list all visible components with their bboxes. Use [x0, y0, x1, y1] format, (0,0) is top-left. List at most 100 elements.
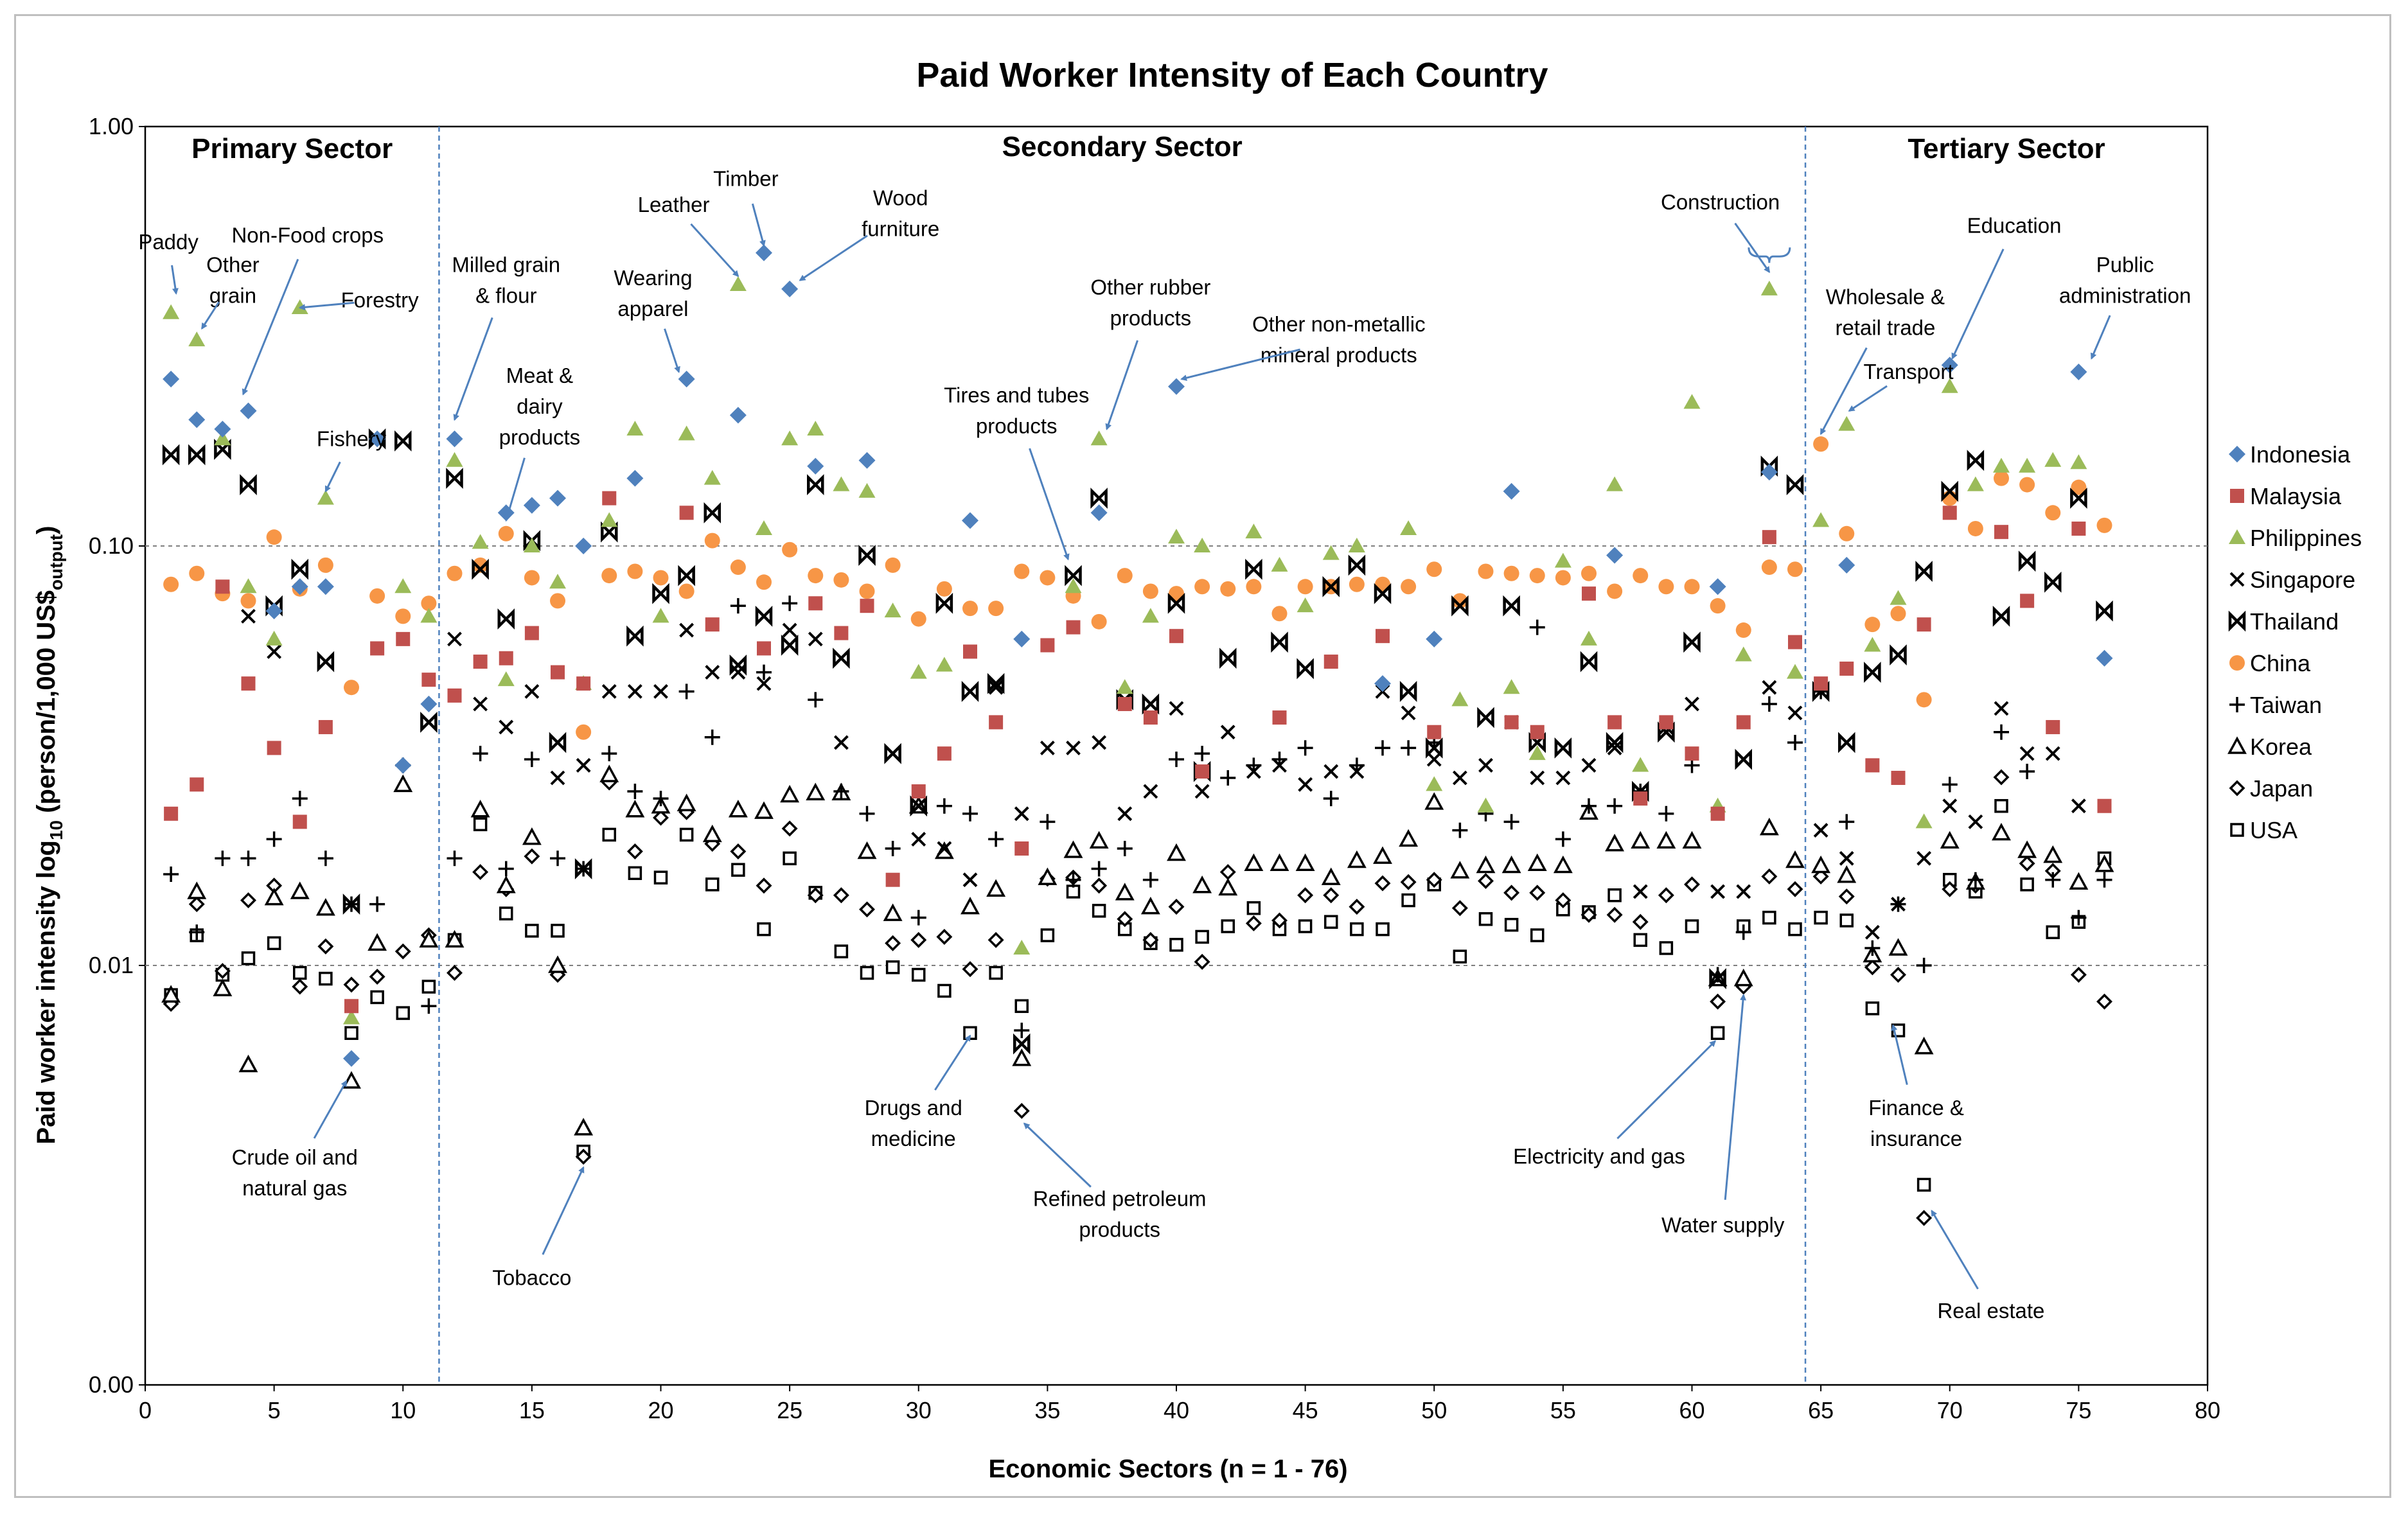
data-point-korea: [1115, 883, 1135, 901]
legend-label-indonesia: Indonesia: [2250, 441, 2351, 468]
data-point-singapore: [1942, 798, 1958, 814]
data-point-taiwan: [447, 850, 463, 867]
data-point-taiwan: [730, 598, 746, 614]
legend-label-malaysia: Malaysia: [2250, 483, 2342, 509]
annotation: Other grain: [201, 252, 260, 330]
data-point-taiwan: [833, 784, 849, 800]
data-point-philippines: [1993, 457, 2010, 473]
data-point-japan: [936, 928, 953, 945]
data-point-indonesia: [1606, 547, 1624, 564]
data-point-japan: [910, 931, 927, 948]
data-point-korea: [2094, 854, 2114, 872]
x-tick-label: 40: [1164, 1397, 1189, 1423]
data-point-philippines: [1503, 679, 1520, 694]
data-point-singapore: [833, 735, 849, 750]
data-point-thailand: [858, 545, 876, 566]
data-point-thailand: [1967, 450, 1985, 471]
data-point-korea: [187, 881, 207, 899]
data-point-thailand: [1245, 558, 1262, 580]
data-point-philippines: [1812, 512, 1830, 527]
data-point-taiwan: [1297, 740, 1313, 756]
data-point-china: [1555, 570, 1571, 586]
data-point-japan: [1219, 864, 1236, 881]
data-point-japan: [1864, 959, 1881, 976]
data-point-malaysia: [241, 676, 256, 691]
series-japan: [163, 769, 2112, 1226]
data-point-singapore: [473, 696, 488, 712]
data-point-taiwan: [1529, 619, 1545, 635]
data-point-philippines: [652, 608, 669, 623]
annotation-text: Other rubber: [1090, 275, 1210, 299]
data-point-korea: [625, 800, 645, 818]
data-point-korea: [1063, 840, 1083, 858]
data-point-thailand: [1735, 748, 1752, 770]
annotation-text: Timber: [713, 167, 778, 191]
data-point-philippines: [497, 671, 515, 687]
legend-marker-china: [2229, 655, 2245, 671]
data-point-korea: [2017, 840, 2037, 858]
annotation-arrow: [1616, 1040, 1717, 1140]
data-point-singapore: [1117, 806, 1133, 822]
annotation-text: Tobacco: [492, 1265, 571, 1289]
data-point-singapore: [1762, 680, 1777, 695]
data-point-malaysia: [1710, 806, 1725, 821]
data-point-thailand: [1374, 583, 1392, 604]
annotation-text: Public: [2096, 252, 2154, 276]
data-point-usa: [1066, 885, 1081, 899]
data-point-taiwan: [1916, 958, 1932, 973]
data-point-japan: [833, 887, 849, 904]
data-point-korea: [1192, 876, 1212, 893]
section-title: Primary Sector: [191, 133, 393, 164]
data-point-indonesia: [291, 578, 308, 595]
data-point-singapore: [730, 665, 746, 680]
data-point-japan: [885, 935, 901, 951]
annotation-arrow: [171, 265, 179, 295]
data-point-thailand: [961, 681, 979, 702]
data-point-korea: [264, 887, 284, 906]
data-point-taiwan: [2045, 872, 2061, 888]
data-point-china: [756, 574, 772, 590]
data-point-china: [988, 601, 1004, 617]
data-point-taiwan: [1607, 798, 1623, 814]
data-point-philippines: [807, 420, 824, 436]
data-point-taiwan: [1994, 724, 2009, 740]
y-label-end: ): [32, 526, 60, 534]
x-tick-label: 0: [139, 1397, 152, 1423]
data-point-philippines: [1941, 378, 1958, 393]
data-point-usa: [679, 827, 694, 842]
data-point-usa: [396, 1006, 410, 1020]
data-point-thailand: [807, 474, 824, 496]
legend-label-usa: USA: [2250, 817, 2297, 843]
data-point-usa: [1376, 922, 1390, 937]
data-point-taiwan: [240, 850, 256, 867]
data-point-korea: [1295, 853, 1315, 872]
data-point-korea: [1940, 831, 1960, 849]
data-point-usa: [653, 870, 668, 885]
data-point-china: [1658, 579, 1674, 595]
data-point-philippines: [1580, 630, 1597, 646]
legend-marker-japan: [2229, 780, 2245, 797]
data-point-korea: [393, 774, 413, 793]
data-point-thailand: [2018, 550, 2036, 572]
data-point-singapore: [1220, 725, 1235, 740]
legend-item-korea: Korea: [2227, 734, 2312, 760]
data-point-singapore: [1917, 850, 1932, 866]
data-point-thailand: [1451, 595, 1469, 617]
data-point-thailand: [704, 502, 721, 524]
data-point-thailand: [1864, 662, 1881, 683]
data-point-thailand: [626, 625, 644, 647]
annotation-arrow: [1891, 1024, 1908, 1086]
data-point-china: [1864, 617, 1881, 633]
data-point-taiwan: [1735, 924, 1751, 940]
data-point-malaysia: [705, 617, 720, 632]
data-point-japan: [1478, 873, 1494, 889]
data-point-singapore: [1813, 823, 1828, 838]
data-point-china: [1916, 692, 1932, 708]
data-point-japan: [1529, 885, 1546, 901]
y-axis-label: Paid worker intensity log10 (person/1,00…: [32, 526, 66, 1145]
data-point-indonesia: [1090, 504, 1108, 522]
data-point-usa: [1607, 888, 1622, 902]
data-point-korea: [1450, 861, 1470, 879]
data-point-malaysia: [1865, 758, 1880, 773]
data-point-usa: [1401, 893, 1415, 908]
